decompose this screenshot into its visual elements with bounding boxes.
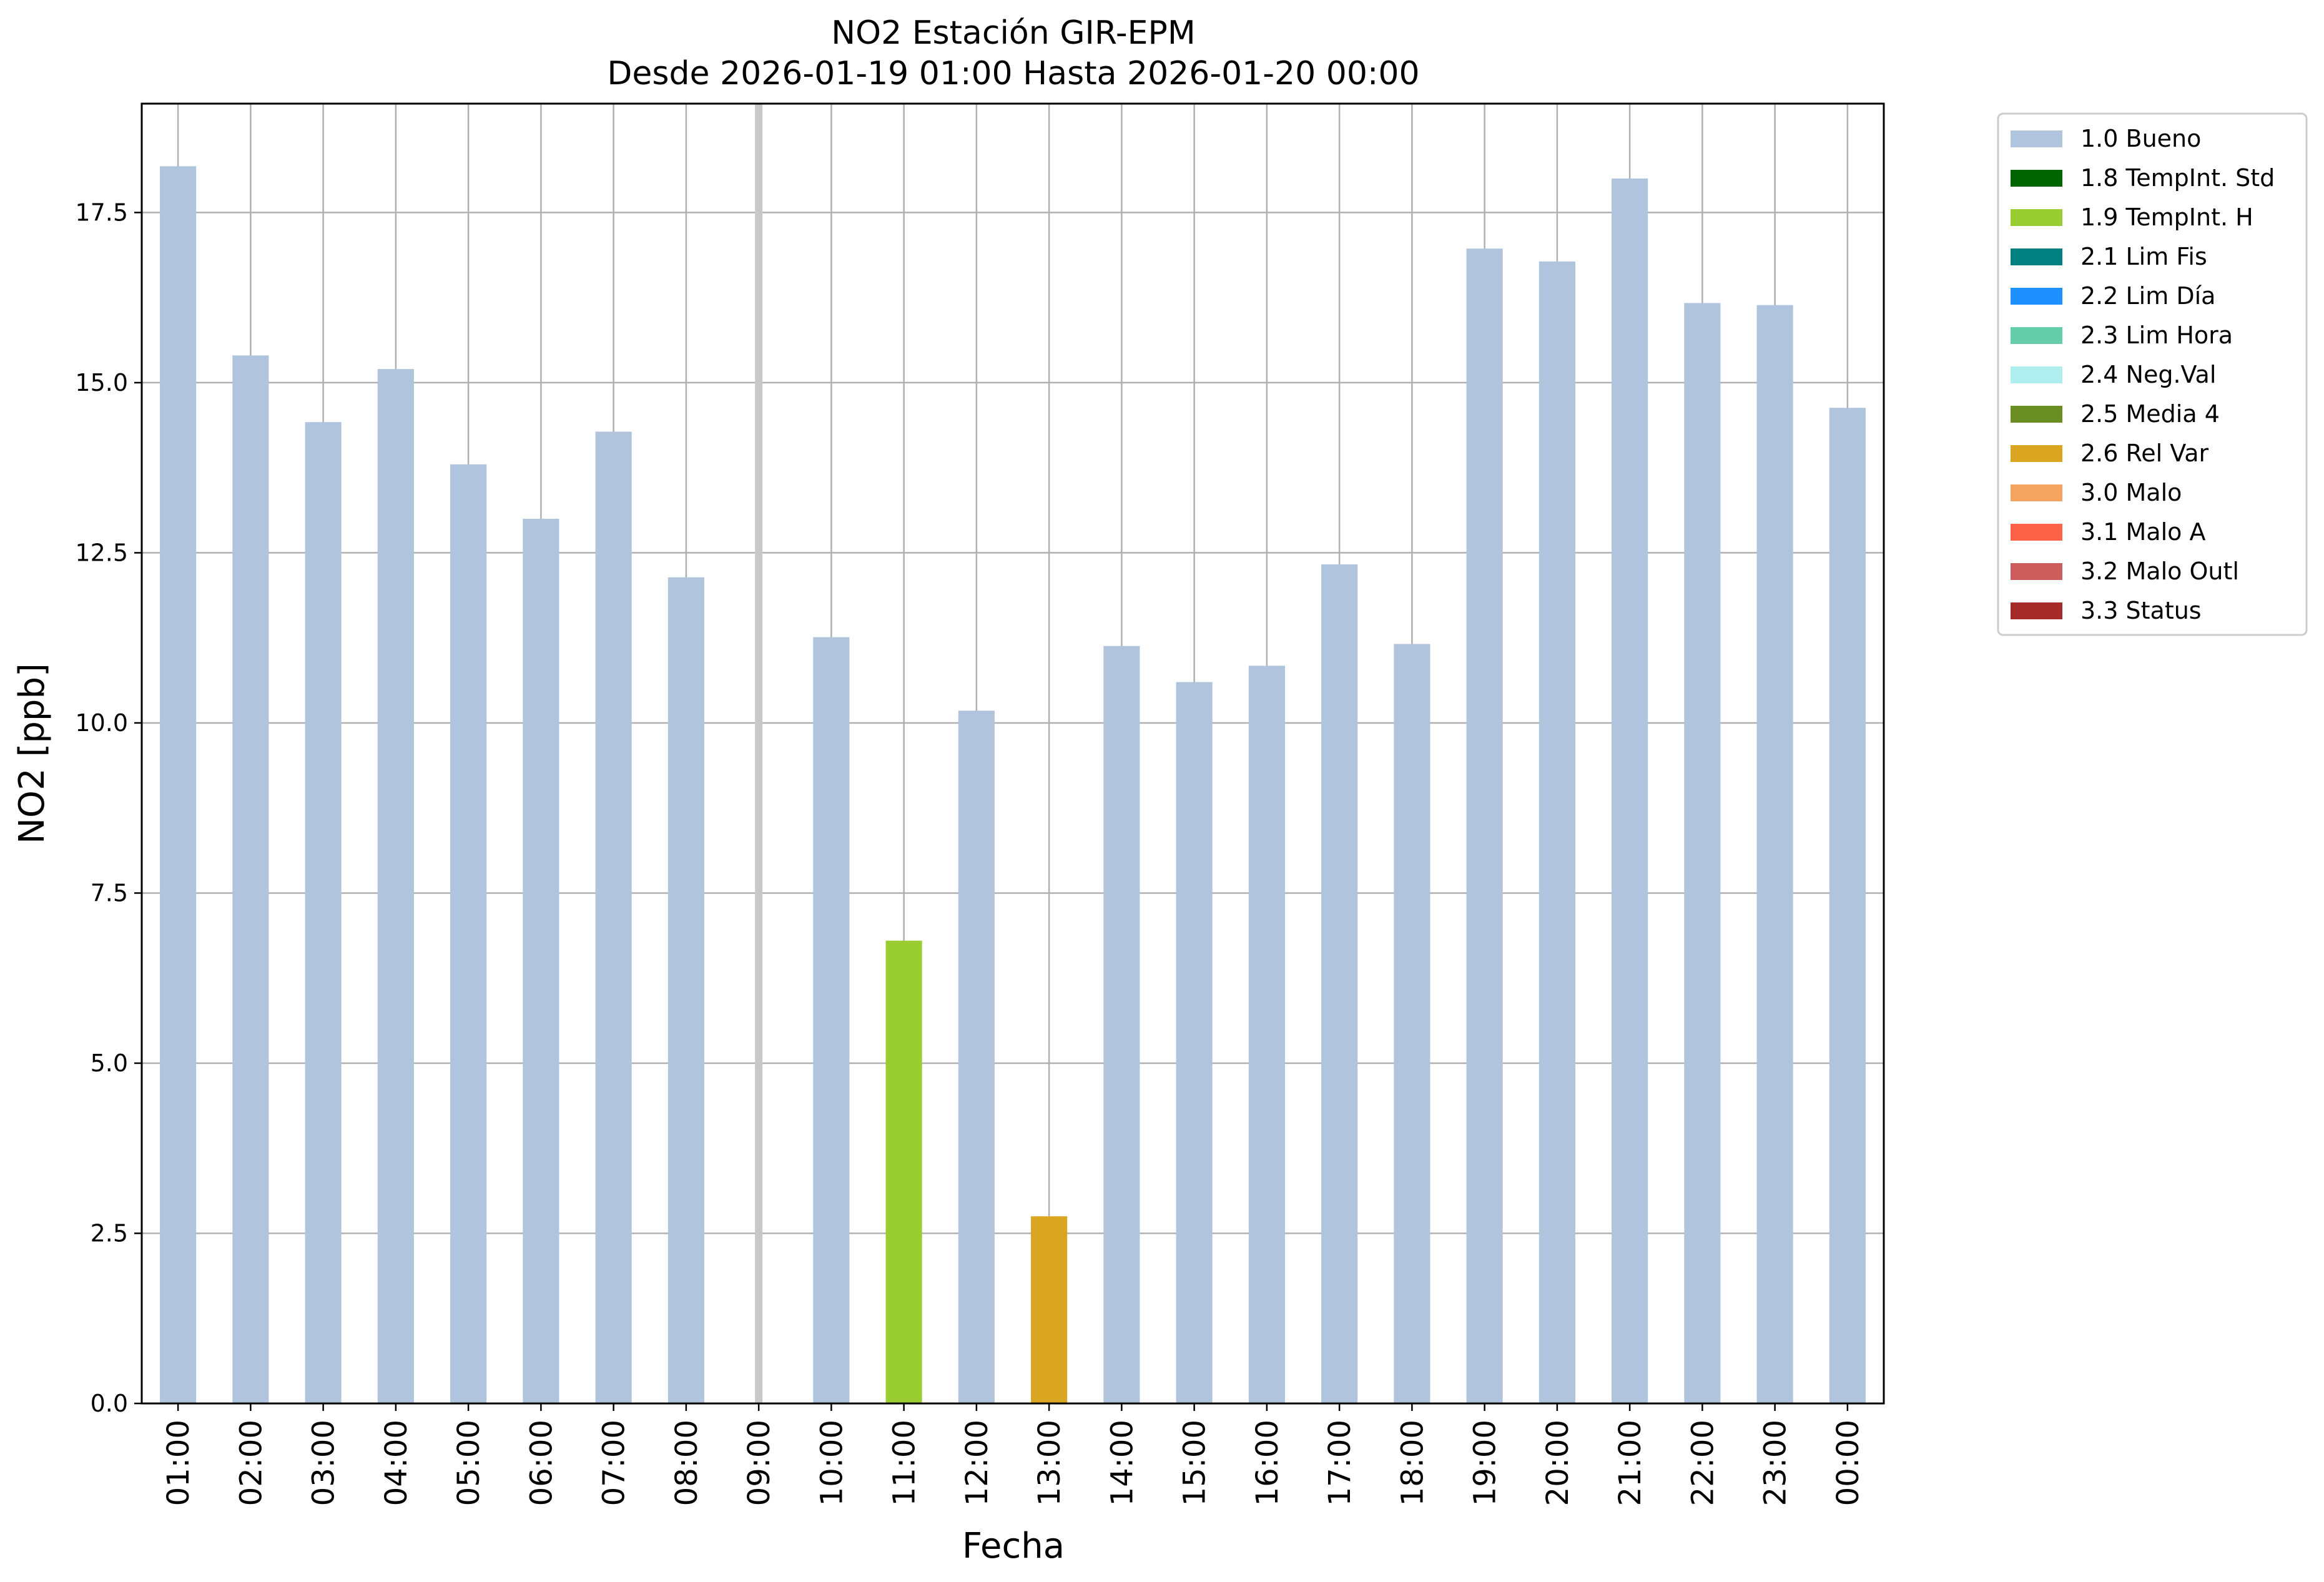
legend-swatch	[2011, 563, 2062, 580]
y-tick-label: 12.5	[75, 539, 128, 566]
x-tick-label: 23:00	[1758, 1420, 1793, 1506]
legend-swatch	[2011, 288, 2062, 305]
bar-16:00	[1248, 666, 1285, 1403]
x-tick-label: 13:00	[1032, 1420, 1067, 1506]
bar-11:00	[885, 940, 922, 1403]
x-tick-label: 09:00	[742, 1420, 777, 1506]
bar-01:00	[160, 166, 197, 1404]
bar-00:00	[1829, 408, 1866, 1403]
bar-23:00	[1756, 305, 1793, 1403]
x-tick-label: 00:00	[1831, 1420, 1866, 1506]
x-tick-label: 17:00	[1322, 1420, 1357, 1506]
y-tick-label: 0.0	[91, 1390, 128, 1417]
legend-frame	[1997, 112, 2308, 636]
legend-swatch	[2011, 170, 2062, 187]
legend: 1.0 Bueno 1.8 TempInt. Std 1.9 TempInt. H 2…	[1997, 112, 2308, 636]
plot-frame	[140, 102, 1885, 1405]
x-tick-label: 01:00	[161, 1420, 196, 1506]
x-tick-label: 02:00	[234, 1420, 268, 1506]
x-tick-label: 03:00	[307, 1420, 342, 1506]
chart-title: NO2 Estación GIR-EPM	[831, 14, 1195, 52]
bar-10:00	[813, 637, 850, 1403]
x-axis-label: Fecha	[962, 1526, 1065, 1566]
legend-label: 2.5 Media 4	[2080, 400, 2220, 428]
legend-label: 1.0 Bueno	[2080, 125, 2201, 152]
legend-label: 3.1 Malo A	[2080, 518, 2205, 546]
x-tick-label: 10:00	[814, 1420, 849, 1506]
legend-swatch	[2011, 130, 2062, 147]
bar-13:00	[1031, 1216, 1068, 1403]
legend-swatch	[2011, 445, 2062, 462]
bar-19:00	[1466, 248, 1503, 1403]
x-tick-label: 11:00	[887, 1420, 922, 1506]
bar-04:00	[377, 369, 414, 1404]
legend-swatch	[2011, 484, 2062, 501]
y-tick-label: 10.0	[75, 709, 128, 737]
legend-label: 2.3 Lim Hora	[2080, 322, 2233, 349]
legend-swatch	[2011, 209, 2062, 226]
x-tick-label: 20:00	[1540, 1420, 1575, 1506]
x-tick-label: 06:00	[524, 1420, 559, 1506]
legend-label: 3.3 Status	[2080, 597, 2202, 624]
legend-label: 2.4 Neg.Val	[2080, 361, 2216, 388]
y-tick-label: 7.5	[91, 879, 128, 906]
legend-label: 3.2 Malo Outl	[2080, 558, 2239, 585]
legend-label: 2.2 Lim Día	[2080, 282, 2215, 310]
bar-07:00	[595, 431, 632, 1403]
bar-22:00	[1684, 303, 1721, 1403]
x-tick-label: 04:00	[379, 1420, 414, 1506]
legend-swatch	[2011, 524, 2062, 541]
legend-swatch	[2011, 602, 2062, 619]
y-axis-label: NO2 [ppb]	[12, 663, 52, 844]
chart-subtitle: Desde 2026-01-19 01:00 Hasta 2026-01-20 …	[607, 55, 1419, 92]
bar-12:00	[958, 710, 995, 1403]
x-tick-label: 05:00	[451, 1420, 486, 1506]
x-tick-label: 07:00	[597, 1420, 632, 1506]
x-tick-label: 21:00	[1613, 1420, 1648, 1506]
bar-18:00	[1394, 644, 1430, 1403]
bar-08:00	[667, 577, 704, 1403]
x-tick-label: 16:00	[1250, 1420, 1285, 1506]
bar-02:00	[232, 355, 269, 1404]
bar-21:00	[1612, 178, 1648, 1403]
bar-15:00	[1176, 682, 1213, 1403]
x-tick-label: 14:00	[1105, 1420, 1140, 1506]
y-axis-ticks: 0.0 2.5 5.0 7.5 10.0 12.5 15.0 17.5	[75, 199, 142, 1417]
x-tick-label: 18:00	[1395, 1420, 1430, 1506]
legend-label: 1.9 TempInt. H	[2080, 204, 2253, 231]
bar-03:00	[305, 422, 342, 1403]
bar-14:00	[1103, 646, 1140, 1403]
y-tick-label: 17.5	[75, 199, 128, 226]
legend-label: 3.0 Malo	[2080, 479, 2182, 506]
x-tick-label: 12:00	[960, 1420, 995, 1506]
y-tick-label: 5.0	[91, 1049, 128, 1077]
x-tick-label: 22:00	[1685, 1420, 1720, 1506]
legend-label: 1.8 TempInt. Std	[2080, 164, 2275, 192]
bar-06:00	[523, 518, 559, 1404]
legend-label: 2.1 Lim Fis	[2080, 243, 2207, 270]
y-tick-label: 15.0	[75, 369, 128, 396]
bar-17:00	[1321, 564, 1358, 1403]
bars	[160, 166, 1866, 1404]
x-axis-ticks: 01:00 02:00 03:00 04:00 05:00 06:00 07:00 08:00…	[161, 1403, 1866, 1506]
bar-20:00	[1539, 261, 1575, 1404]
legend-swatch	[2011, 406, 2062, 423]
legend-entries: 1.0 Bueno 1.8 TempInt. Std 1.9 TempInt. H 2…	[2011, 125, 2275, 624]
y-tick-label: 2.5	[91, 1219, 128, 1247]
x-tick-label: 15:00	[1178, 1420, 1213, 1506]
legend-swatch	[2011, 248, 2062, 265]
legend-label: 2.6 Rel Var	[2080, 440, 2209, 467]
bar-05:00	[450, 464, 487, 1403]
legend-swatch	[2011, 366, 2062, 383]
legend-swatch	[2011, 327, 2062, 344]
x-tick-label: 19:00	[1468, 1420, 1503, 1506]
x-tick-label: 08:00	[669, 1420, 704, 1506]
